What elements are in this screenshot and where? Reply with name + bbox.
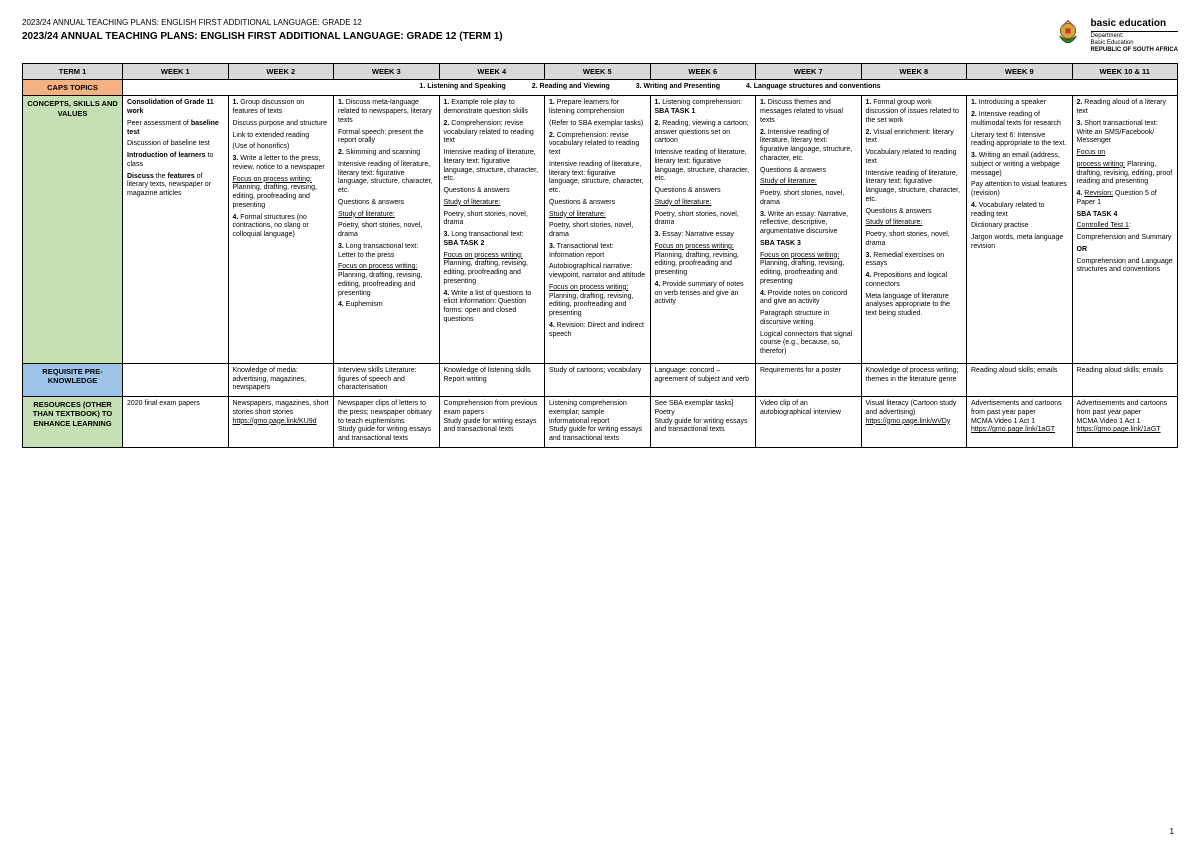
- col-week10: WEEK 10 & 11: [1072, 63, 1178, 79]
- header-small-title: 2023/24 ANNUAL TEACHING PLANS: ENGLISH F…: [22, 18, 503, 27]
- requisite-label: REQUISITE PRE-KNOWLEDGE: [23, 363, 123, 396]
- concepts-w4: 1. Example role play to demonstrate ques…: [439, 96, 545, 364]
- res-w2: Newspapers, magazines, short stories sho…: [228, 397, 334, 448]
- concepts-w1: Consolidation of Grade 11 workPeer asses…: [123, 96, 229, 364]
- concepts-label: CONCEPTS, SKILLS AND VALUES: [23, 96, 123, 364]
- caps-item-3: 3. Writing and Presenting: [636, 83, 720, 90]
- concepts-w9: 1. Introducing a speaker2. Intensive rea…: [967, 96, 1073, 364]
- col-week9: WEEK 9: [967, 63, 1073, 79]
- col-week5: WEEK 5: [545, 63, 651, 79]
- col-week4: WEEK 4: [439, 63, 545, 79]
- col-week2: WEEK 2: [228, 63, 334, 79]
- brand-block: basic education Department: Basic Educat…: [1051, 18, 1178, 55]
- brand-main: basic education: [1091, 18, 1178, 32]
- req-w8: Knowledge of process writing; themes in …: [861, 363, 967, 396]
- req-w5: Study of cartoons; vocabulary: [545, 363, 651, 396]
- concepts-w7: 1. Discuss themes and messages related t…: [756, 96, 862, 364]
- header-row: TERM 1 WEEK 1 WEEK 2 WEEK 3 WEEK 4 WEEK …: [23, 63, 1178, 79]
- col-week6: WEEK 6: [650, 63, 756, 79]
- brand-sub: Basic Education: [1091, 40, 1178, 47]
- concepts-w3: 1. Discuss meta-language related to news…: [334, 96, 440, 364]
- concepts-w10: 2. Reading aloud of a literary text3. Sh…: [1072, 96, 1178, 364]
- col-week8: WEEK 8: [861, 63, 967, 79]
- caps-item-4: 4. Language structures and conventions: [746, 83, 881, 90]
- requisite-row: REQUISITE PRE-KNOWLEDGE Knowledge of med…: [23, 363, 1178, 396]
- res-w7: Video clip of an autobiographical interv…: [756, 397, 862, 448]
- concepts-w5: 1. Prepare learners for listening compre…: [545, 96, 651, 364]
- res-w9: Advertisements and cartoons from past ye…: [967, 397, 1073, 448]
- req-w9: Reading aloud skills; emails: [967, 363, 1073, 396]
- req-w3: Interview skills Literature: figures of …: [334, 363, 440, 396]
- res-w1: 2020 final exam papers: [123, 397, 229, 448]
- brand-country: REPUBLIC OF SOUTH AFRICA: [1091, 47, 1178, 54]
- brand-dept: Department:: [1091, 33, 1178, 40]
- res-w8: Visual literacy (Cartoon study and adver…: [861, 397, 967, 448]
- resources-row: RESOURCES (OTHER THAN TEXTBOOK) TO ENHAN…: [23, 397, 1178, 448]
- col-week3: WEEK 3: [334, 63, 440, 79]
- caps-item-2: 2. Reading and Viewing: [532, 83, 610, 90]
- caps-label: CAPS TOPICS: [23, 79, 123, 95]
- res-w6: See SBA exemplar tasks]PoetryStudy guide…: [650, 397, 756, 448]
- caps-row: CAPS TOPICS 1. Listening and Speaking 2.…: [23, 79, 1178, 95]
- res-w5: Listening comprehension exemplar; sample…: [545, 397, 651, 448]
- res-w10: Advertisements and cartoons from past ye…: [1072, 397, 1178, 448]
- req-w10: Reading aloud skills; emails: [1072, 363, 1178, 396]
- caps-item-1: 1. Listening and Speaking: [419, 83, 505, 90]
- req-w7: Requirements for a poster: [756, 363, 862, 396]
- teaching-plan-table: TERM 1 WEEK 1 WEEK 2 WEEK 3 WEEK 4 WEEK …: [22, 63, 1178, 448]
- page-number: 1: [1170, 827, 1174, 836]
- concepts-w6: 1. Listening comprehension: SBA TASK 12.…: [650, 96, 756, 364]
- concepts-w8: 1. Formal group work discussion of issue…: [861, 96, 967, 364]
- resources-label: RESOURCES (OTHER THAN TEXTBOOK) TO ENHAN…: [23, 397, 123, 448]
- coat-of-arms-icon: [1051, 19, 1085, 53]
- req-w6: Language: concord – agreement of subject…: [650, 363, 756, 396]
- col-term: TERM 1: [23, 63, 123, 79]
- req-w1: [123, 363, 229, 396]
- concepts-w2: 1. Group discussion on features of texts…: [228, 96, 334, 364]
- res-w3: Newspaper clips of letters to the press;…: [334, 397, 440, 448]
- req-w4: Knowledge of listening skillsReport writ…: [439, 363, 545, 396]
- col-week1: WEEK 1: [123, 63, 229, 79]
- res-w4: Comprehension from previous exam papersS…: [439, 397, 545, 448]
- document-header: 2023/24 ANNUAL TEACHING PLANS: ENGLISH F…: [22, 18, 1178, 55]
- col-week7: WEEK 7: [756, 63, 862, 79]
- req-w2: Knowledge of media: advertising, magazin…: [228, 363, 334, 396]
- caps-topics: 1. Listening and Speaking 2. Reading and…: [123, 79, 1178, 95]
- header-main-title: 2023/24 ANNUAL TEACHING PLANS: ENGLISH F…: [22, 31, 503, 42]
- concepts-row: CONCEPTS, SKILLS AND VALUES Consolidatio…: [23, 96, 1178, 364]
